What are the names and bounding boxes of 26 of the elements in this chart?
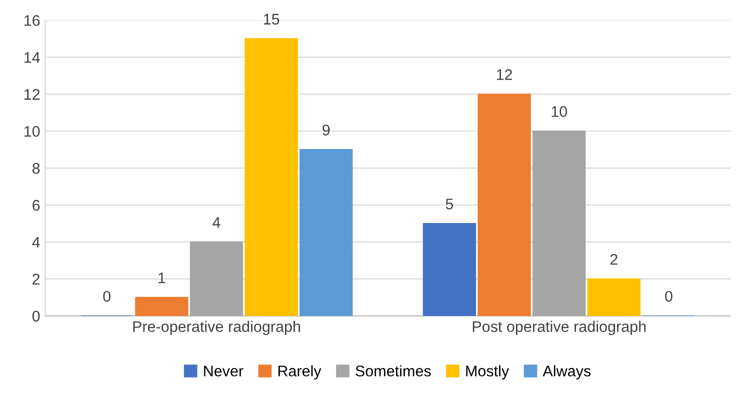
data-label: 0 [665,290,672,302]
y-tick-label: 6 [32,200,40,211]
legend-label: Never [204,366,244,376]
legend-label: Mostly [466,365,510,380]
y-tick-label: 4 [32,237,40,248]
y-tick-label: 12 [24,89,40,100]
y-tick-label: 14 [24,52,40,63]
legend-label: Always [542,365,591,380]
y-tick-label: 16 [24,15,40,26]
y-tick-label: 10 [24,126,40,137]
data-label: 15 [264,14,280,25]
legend-label: Rarely [278,365,322,380]
data-label: 2 [610,254,618,265]
data-label: 0 [103,290,110,302]
data-label: 10 [552,106,568,117]
x-tick-label: Post operative radiograph [472,320,646,336]
data-label: 4 [212,217,220,228]
data-label: 9 [322,124,330,136]
x-tick-label: Pre-operative radiograph [133,320,300,336]
y-tick-label: 8 [32,162,40,174]
y-tick-label: 0 [32,310,40,322]
data-label: 12 [496,69,512,80]
data-label: 5 [446,198,454,210]
y-tick-label: 2 [32,274,40,284]
legend-label: Sometimes [356,365,431,376]
data-label: 1 [158,272,166,284]
